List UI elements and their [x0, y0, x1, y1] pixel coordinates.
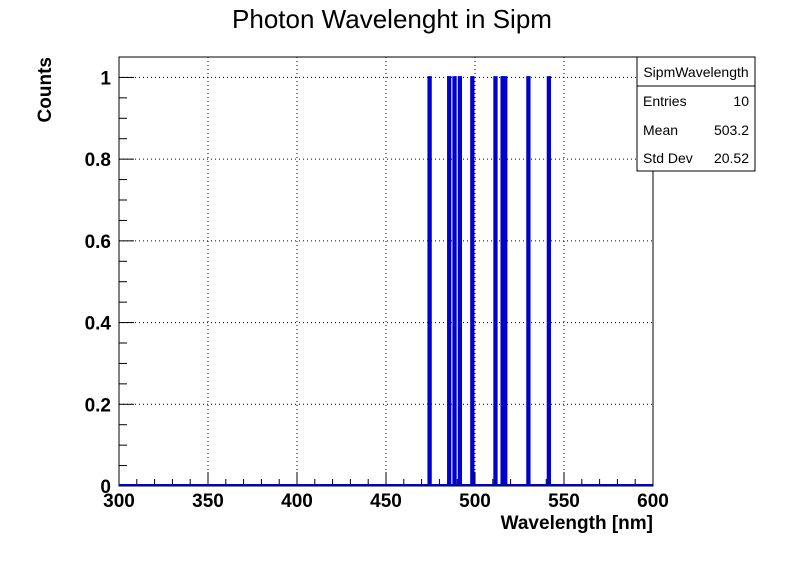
x-axis-label: Wavelength [nm] [501, 513, 653, 534]
y-tick-label: 0.8 [85, 150, 111, 171]
x-tick-label: 300 [103, 491, 135, 512]
histogram-bin [447, 76, 452, 485]
y-tick-labels: 0 0.2 0.4 0.6 0.8 1 [85, 68, 112, 498]
x-tick-label: 450 [370, 491, 402, 512]
y-axis-label: Counts [35, 57, 56, 122]
histogram-bin [546, 76, 552, 485]
y-tick-label: 0.4 [85, 314, 112, 335]
histogram-bin [457, 76, 463, 485]
stats-box: SipmWavelength Entries 10 Mean 503.2 Std… [636, 56, 756, 172]
stats-mean-value: 503.2 [714, 122, 749, 138]
y-tick-label: 1 [100, 68, 111, 89]
stats-stddev-label: Std Dev [643, 150, 693, 166]
stats-mean-label: Mean [643, 122, 678, 138]
y-tick-label: 0 [100, 477, 111, 498]
stats-entries-label: Entries [643, 93, 687, 109]
histogram-bin [470, 76, 475, 485]
histogram-bars [119, 76, 653, 486]
y-tick-label: 0.2 [85, 395, 111, 416]
histogram-bin [452, 76, 457, 485]
x-tick-label: 400 [281, 491, 313, 512]
grid-lines [119, 57, 653, 486]
x-tick-label: 550 [548, 491, 580, 512]
histogram-bin [526, 76, 531, 485]
chart-title: Photon Wavelenght in Sipm [232, 4, 552, 34]
x-tick-label: 500 [459, 491, 491, 512]
stats-entries-value: 10 [733, 93, 749, 109]
x-tick-label: 600 [637, 491, 669, 512]
histogram-bin [427, 76, 432, 485]
x-tick-labels: 300 350 400 450 500 550 600 [103, 491, 669, 512]
stats-box-frame [636, 56, 756, 172]
x-tick-label: 350 [192, 491, 224, 512]
histogram-bin [503, 76, 508, 485]
histogram-bin [493, 76, 498, 485]
stats-stddev-value: 20.52 [714, 150, 749, 166]
y-tick-label: 0.6 [85, 232, 111, 253]
stats-box-title: SipmWavelength [643, 64, 748, 80]
